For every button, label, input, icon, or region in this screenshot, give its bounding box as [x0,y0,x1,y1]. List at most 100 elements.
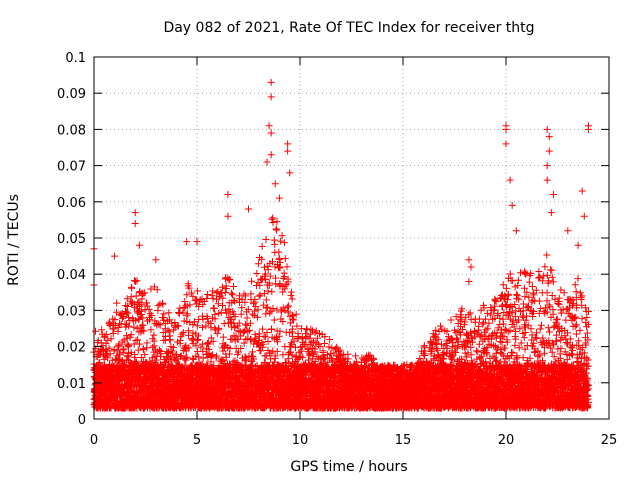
data-point [106,350,114,358]
data-point [139,314,147,322]
data-point [268,326,276,334]
data-point [111,316,119,324]
data-point [140,327,148,335]
data-point [123,303,131,311]
data-point [336,346,344,354]
data-point [165,328,173,336]
data-point [183,291,191,299]
data-point [127,293,135,301]
data-point [287,288,295,296]
data-point [114,356,122,364]
data-point [248,277,256,285]
data-point [134,316,142,323]
data-point [107,335,115,343]
data-point [155,346,163,354]
data-point [110,325,118,333]
data-point [141,289,149,297]
data-point [262,235,270,243]
data-point [120,336,128,344]
data-point [125,341,133,349]
data-point [254,260,262,268]
data-point [154,302,162,310]
data-point [125,314,133,322]
data-point [284,308,292,316]
data-point [103,330,111,338]
data-point [269,218,277,226]
data-point [279,274,287,282]
data-point [143,302,151,310]
data-point [130,323,138,331]
data-point [122,302,130,310]
data-point [243,314,251,322]
data-point [148,311,156,319]
data-point [145,305,153,313]
data-point [119,314,127,322]
data-point [132,336,140,344]
data-point [138,310,146,318]
data-point [159,329,167,337]
data-point [121,320,129,328]
data-point [174,322,182,330]
data-point [153,286,161,294]
data-point [241,320,249,328]
data-point [139,345,147,353]
data-point [283,263,291,271]
data-point [204,290,212,298]
data-point [147,285,155,293]
data-point [110,346,118,354]
data-point [146,316,154,324]
data-point [288,295,296,303]
data-point [133,277,141,285]
data-point [109,329,117,337]
data-point [213,352,221,360]
data-point [102,339,110,347]
data-point [275,248,283,256]
data-point [123,295,131,303]
data-point [128,283,136,291]
data-point [209,295,217,303]
data-point [134,346,142,354]
data-point [268,288,276,296]
data-point [114,323,122,331]
data-point [270,316,278,324]
data-point [207,334,215,342]
data-point [215,326,223,334]
data-point [229,283,237,291]
data-point [257,347,265,355]
data-point [124,309,132,317]
data-point [125,322,133,330]
data-point [146,310,154,318]
data-point [139,290,147,298]
data-point [102,345,110,353]
data-point [199,354,207,362]
data-point [98,326,106,334]
data-point [320,339,328,347]
data-point [123,332,131,340]
data-point [152,356,160,364]
data-point [287,291,295,299]
data-point [166,336,174,344]
data-point [227,289,235,297]
data-point [175,309,183,317]
data-point [181,343,189,351]
data-point [91,327,99,335]
data-point [105,344,113,352]
data-point [150,342,158,350]
data-point [229,291,237,299]
data-point [119,313,127,321]
data-point [204,338,212,346]
data-point [147,326,155,334]
data-point [263,329,271,337]
data-point [179,308,187,316]
data-point [198,323,206,331]
data-point [157,348,165,356]
data-point [120,360,128,368]
data-point [134,336,142,344]
data-point [194,287,202,295]
data-point [272,225,280,233]
data-point [280,239,288,247]
data-point [132,292,140,300]
data-point [143,299,151,307]
data-point [158,299,166,307]
data-point [244,328,252,336]
